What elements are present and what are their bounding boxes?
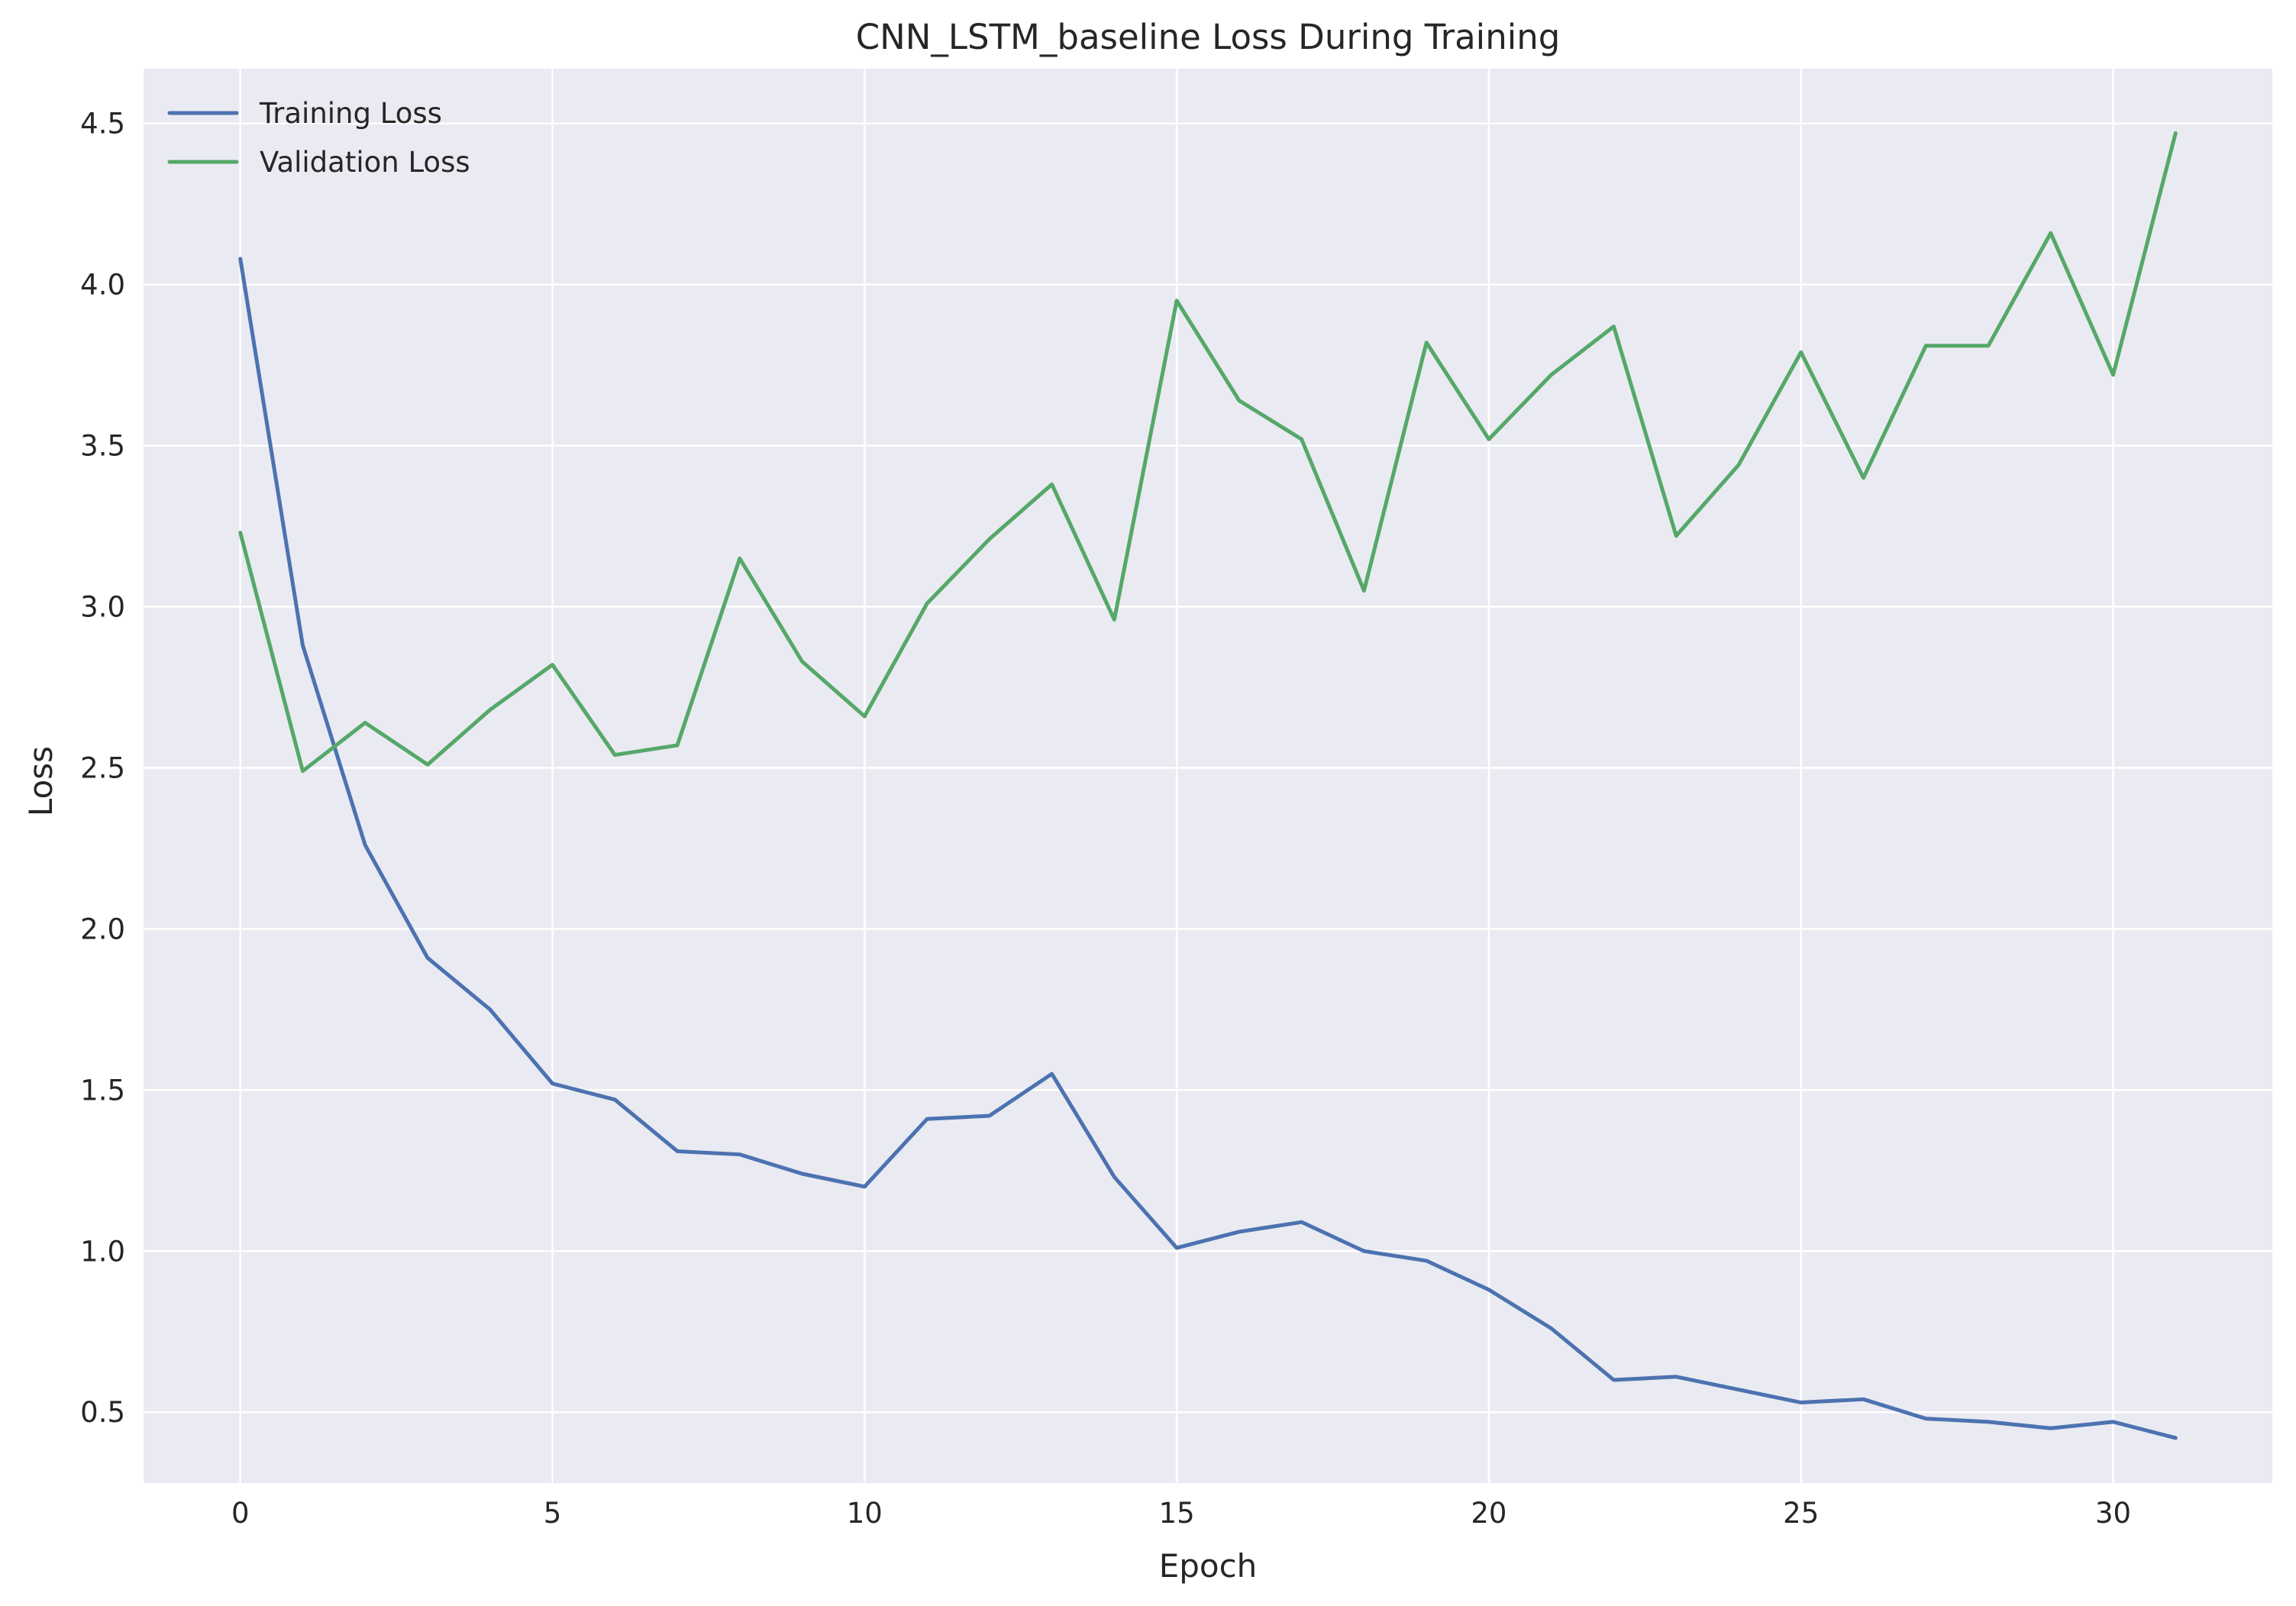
legend: Training Loss Validation Loss (167, 97, 470, 179)
validation-loss-line (238, 131, 2178, 774)
grid-lines (144, 69, 2272, 1483)
y-tick-label: 4.5 (80, 108, 125, 141)
x-tick-label: 5 (544, 1497, 562, 1530)
validation-loss-legend-label: Validation Loss (260, 146, 470, 179)
x-tick-label: 20 (1471, 1497, 1506, 1530)
y-tick-label: 3.5 (80, 430, 125, 463)
y-axis-label: Loss (22, 746, 60, 816)
x-tick-label: 30 (2095, 1497, 2131, 1530)
y-tick-label: 1.5 (80, 1074, 125, 1107)
x-tick-label: 10 (847, 1497, 883, 1530)
training-loss-line (238, 257, 2178, 1440)
training-loss-legend-label: Training Loss (259, 97, 442, 130)
series-lines (238, 131, 2178, 1440)
y-tick-label: 4.0 (80, 269, 125, 302)
x-tick-label: 15 (1159, 1497, 1195, 1530)
x-tick-label: 25 (1783, 1497, 1819, 1530)
y-tick-label: 2.0 (80, 913, 125, 945)
tick-labels: 0 5 10 15 20 25 30 0.5 1.0 1.5 2.0 2.5 3.0 3.5 4.0 4.5 (80, 108, 2131, 1530)
x-axis-label: Epoch (1159, 1547, 1258, 1585)
y-tick-label: 0.5 (80, 1396, 125, 1429)
y-tick-label: 3.0 (80, 591, 125, 624)
y-tick-label: 1.0 (80, 1235, 125, 1268)
chart-title: CNN_LSTM_baseline Loss During Training (856, 17, 1561, 57)
y-tick-label: 2.5 (80, 751, 125, 784)
x-tick-label: 0 (231, 1497, 250, 1530)
plot-area (144, 69, 2272, 1483)
